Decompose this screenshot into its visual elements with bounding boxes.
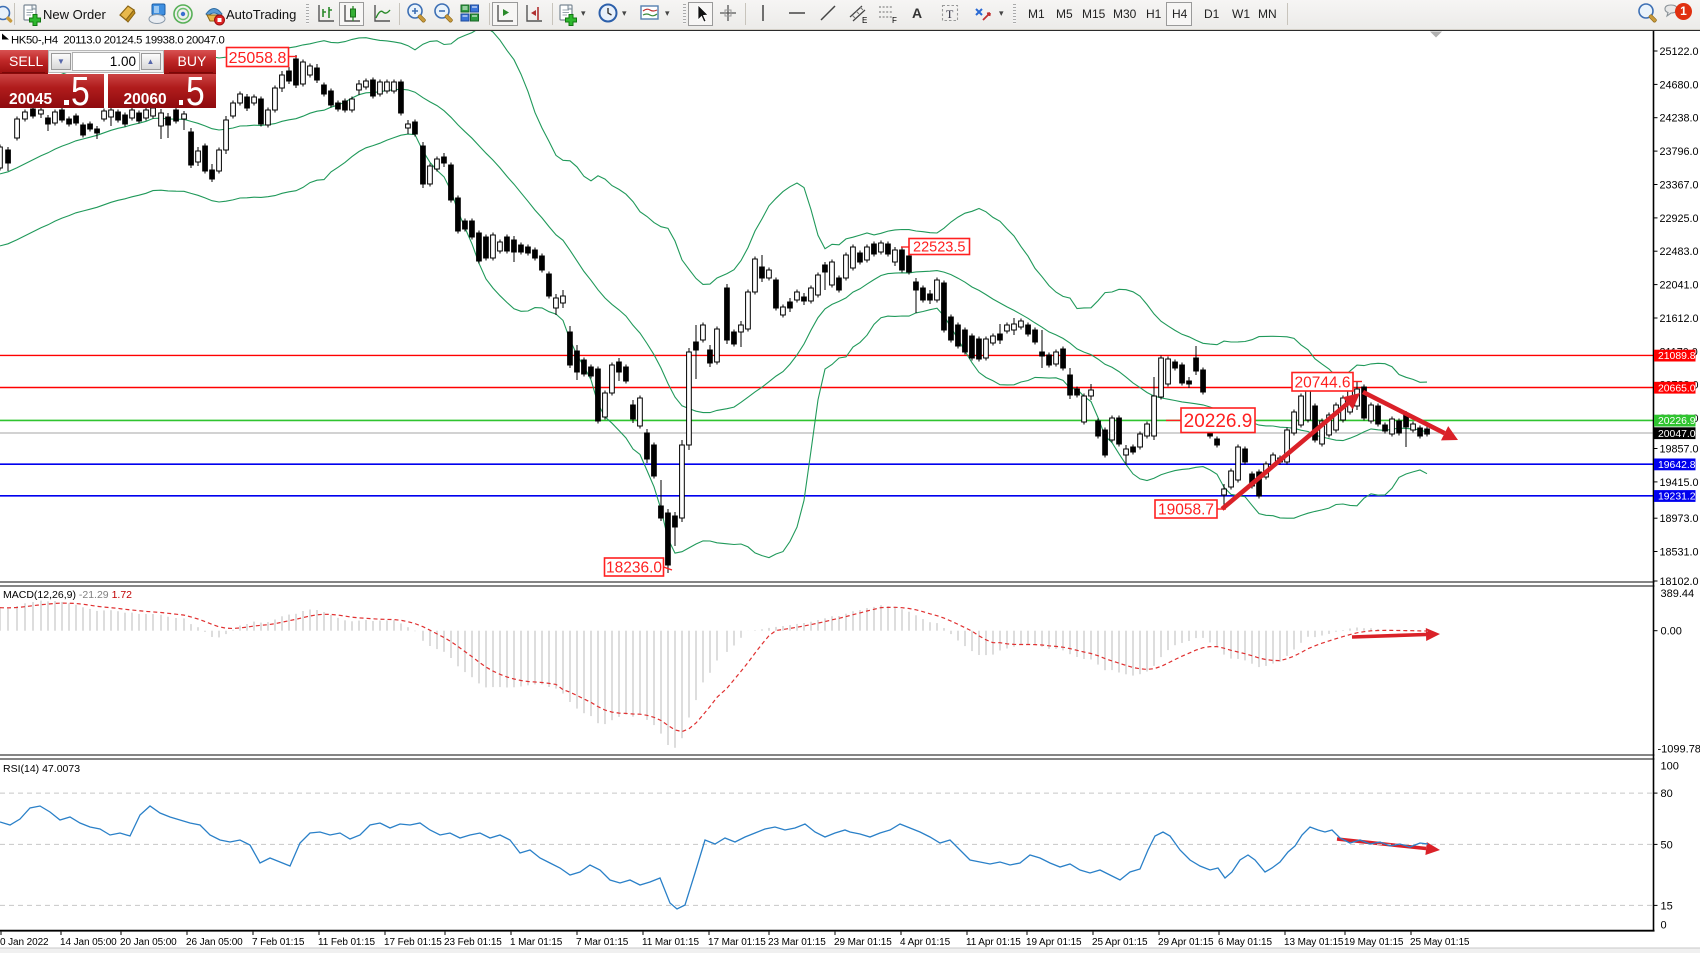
svg-text:19 Apr 01:15: 19 Apr 01:15 xyxy=(1026,937,1082,948)
svg-text:24680.0: 24680.0 xyxy=(1660,79,1699,91)
svg-text:22925.0: 22925.0 xyxy=(1660,213,1699,225)
svg-text:19231.2: 19231.2 xyxy=(1658,492,1696,503)
svg-text:14 Jan 05:00: 14 Jan 05:00 xyxy=(60,937,117,948)
svg-text:7 Mar 01:15: 7 Mar 01:15 xyxy=(576,937,629,948)
svg-text:20744.6: 20744.6 xyxy=(1294,374,1350,391)
svg-text:19058.7: 19058.7 xyxy=(1158,502,1214,519)
svg-text:21612.0: 21612.0 xyxy=(1660,313,1699,325)
svg-text:80: 80 xyxy=(1661,788,1673,800)
svg-text:18236.0: 18236.0 xyxy=(606,560,662,577)
svg-text:23 Feb 01:15: 23 Feb 01:15 xyxy=(444,937,502,948)
svg-text:24238.0: 24238.0 xyxy=(1660,113,1699,125)
svg-text:23796.0: 23796.0 xyxy=(1660,146,1699,158)
svg-text:6 May 01:15: 6 May 01:15 xyxy=(1218,937,1272,948)
svg-text:11 Feb 01:15: 11 Feb 01:15 xyxy=(318,937,376,948)
svg-text:25 May 01:15: 25 May 01:15 xyxy=(1410,937,1470,948)
svg-text:22041.0: 22041.0 xyxy=(1660,280,1699,292)
svg-text:T: T xyxy=(946,7,954,21)
svg-text:19415.0: 19415.0 xyxy=(1660,477,1699,489)
svg-text:389.44: 389.44 xyxy=(1661,588,1695,600)
svg-text:22483.0: 22483.0 xyxy=(1660,246,1699,258)
svg-text:20226.9: 20226.9 xyxy=(1658,416,1696,427)
svg-text:18973.0: 18973.0 xyxy=(1660,513,1699,525)
svg-text:50: 50 xyxy=(1661,839,1673,851)
svg-text:19857.0: 19857.0 xyxy=(1660,444,1699,456)
svg-text:17 Mar 01:15: 17 Mar 01:15 xyxy=(708,937,766,948)
svg-text:21089.8: 21089.8 xyxy=(1658,351,1696,362)
svg-text:19642.8: 19642.8 xyxy=(1658,460,1696,471)
svg-text:0.00: 0.00 xyxy=(1661,626,1682,638)
svg-text:20226.9: 20226.9 xyxy=(1184,411,1253,432)
svg-text:7 Feb 01:15: 7 Feb 01:15 xyxy=(252,937,305,948)
svg-text:18102.0: 18102.0 xyxy=(1660,576,1699,588)
svg-text:18531.0: 18531.0 xyxy=(1660,547,1699,559)
svg-text:MACD(12,26,9) -21.29 1.72: MACD(12,26,9) -21.29 1.72 xyxy=(3,589,132,601)
svg-text:23367.0: 23367.0 xyxy=(1660,180,1699,192)
svg-text:15: 15 xyxy=(1661,900,1673,912)
svg-text:19 May 01:15: 19 May 01:15 xyxy=(1344,937,1404,948)
svg-text:13 May 01:15: 13 May 01:15 xyxy=(1284,937,1344,948)
svg-text:HK50-,H4 20113.0 20124.5 1993: HK50-,H4 20113.0 20124.5 19938.0 20047.0 xyxy=(11,35,225,47)
svg-text:25058.8: 25058.8 xyxy=(229,50,287,67)
svg-text:100: 100 xyxy=(1661,761,1679,773)
svg-text:0 Jan 2022: 0 Jan 2022 xyxy=(0,937,49,948)
svg-text:E: E xyxy=(862,16,867,25)
svg-text:26 Jan 05:00: 26 Jan 05:00 xyxy=(186,937,243,948)
svg-text:25122.0: 25122.0 xyxy=(1660,46,1699,58)
svg-text:25 Apr 01:15: 25 Apr 01:15 xyxy=(1092,937,1148,948)
svg-text:22523.5: 22523.5 xyxy=(913,240,965,256)
svg-text:20 Jan 05:00: 20 Jan 05:00 xyxy=(120,937,177,948)
svg-text:23 Mar 01:15: 23 Mar 01:15 xyxy=(768,937,826,948)
svg-text:29 Apr 01:15: 29 Apr 01:15 xyxy=(1158,937,1214,948)
svg-text:29 Mar 01:15: 29 Mar 01:15 xyxy=(834,937,892,948)
svg-text:11 Apr 01:15: 11 Apr 01:15 xyxy=(966,937,1021,948)
svg-text:1 Mar 01:15: 1 Mar 01:15 xyxy=(510,937,563,948)
svg-text:0: 0 xyxy=(1661,920,1667,932)
svg-text:-1099.78: -1099.78 xyxy=(1658,744,1700,756)
svg-text:F: F xyxy=(892,16,897,25)
svg-text:20047.0: 20047.0 xyxy=(1658,429,1696,440)
svg-text:RSI(14) 47.0073: RSI(14) 47.0073 xyxy=(3,763,80,775)
svg-text:11 Mar 01:15: 11 Mar 01:15 xyxy=(642,937,700,948)
svg-text:20665.0: 20665.0 xyxy=(1658,383,1696,394)
svg-text:4 Apr 01:15: 4 Apr 01:15 xyxy=(900,937,951,948)
svg-text:17 Feb 01:15: 17 Feb 01:15 xyxy=(384,937,442,948)
